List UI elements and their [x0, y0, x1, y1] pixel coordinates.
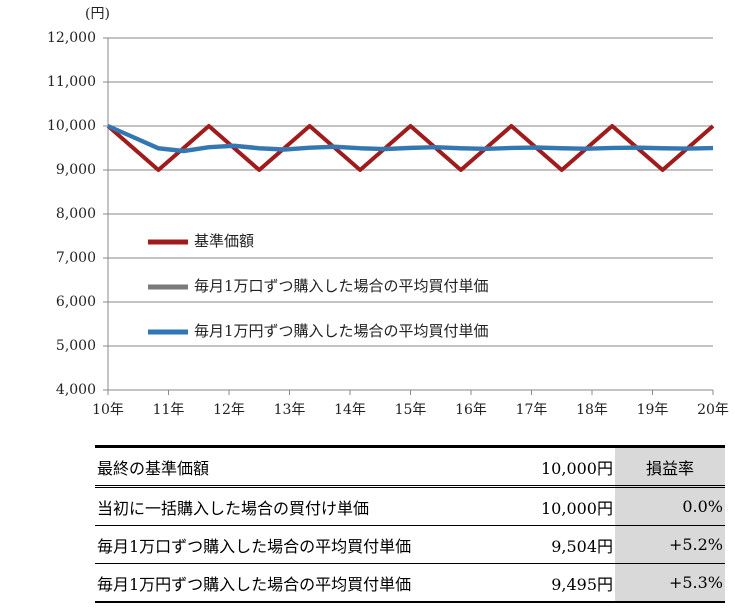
chart: (円) 4,000 5,000 6,000 7,000 8,000 9,000 10,000… [47, 6, 729, 418]
table-cell: 当初に一括購入した場合の買付け単価 [95, 486, 515, 526]
y-tick-label: 12,000 [47, 30, 96, 46]
summary-table: 最終の基準価額 10,000円 損益率 当初に一括購入した場合の買付け単価 10,000… [95, 445, 725, 603]
x-tick-label: 15年 [395, 402, 427, 418]
table-cell: 0.0% [615, 486, 725, 526]
y-tick-label: 8,000 [56, 206, 96, 222]
y-tick-label: 7,000 [56, 250, 96, 266]
legend-label: 毎月1万円ずつ購入した場合の平均買付単価 [194, 322, 489, 340]
table-cell: 10,000円 [514, 486, 615, 526]
x-tick-label: 12年 [213, 402, 245, 418]
table-row: 毎月1万円ずつ購入した場合の平均買付単価 9,495円 +5.3% [95, 563, 725, 603]
table-row: 最終の基準価額 10,000円 損益率 [95, 445, 725, 488]
series-line [107, 124, 714, 154]
legend-label: 基準価額 [194, 232, 254, 250]
table-cell: 10,000円 [514, 445, 615, 488]
x-tick-label: 20年 [697, 402, 729, 418]
table-cell: 最終の基準価額 [95, 445, 515, 488]
x-tick-label: 14年 [334, 402, 366, 418]
table-cell: 損益率 [615, 445, 725, 488]
x-tick-label: 10年 [92, 402, 124, 418]
y-tick-label: 10,000 [47, 118, 96, 134]
table-cell: 9,495円 [514, 563, 615, 603]
x-tick-label: 17年 [516, 402, 548, 418]
table-row: 毎月1万口ずつ購入した場合の平均買付単価 9,504円 +5.2% [95, 525, 725, 564]
table-cell: +5.2% [615, 525, 725, 564]
x-tick-label: 11年 [153, 402, 185, 418]
y-axis-label: (円) [85, 6, 110, 22]
x-tick-label: 13年 [274, 402, 306, 418]
series-line [106, 124, 715, 172]
y-tick-label: 11,000 [47, 74, 96, 90]
y-tick-label: 6,000 [56, 294, 96, 310]
x-tick-label: 19年 [637, 402, 669, 418]
legend-label: 毎月1万口ずつ購入した場合の平均買付単価 [194, 277, 489, 295]
table-row: 当初に一括購入した場合の買付け単価 10,000円 0.0% [95, 486, 725, 526]
table-cell: 9,504円 [514, 525, 615, 564]
table-cell: 毎月1万口ずつ購入した場合の平均買付単価 [95, 525, 515, 564]
y-tick-label: 9,000 [56, 162, 96, 178]
y-tick-label: 4,000 [56, 382, 96, 398]
x-tick-label: 18年 [576, 402, 608, 418]
x-tick-label: 16年 [455, 402, 487, 418]
table-cell: +5.3% [615, 563, 725, 603]
table-cell: 毎月1万円ずつ購入した場合の平均買付単価 [95, 563, 515, 603]
y-tick-label: 5,000 [56, 338, 96, 354]
